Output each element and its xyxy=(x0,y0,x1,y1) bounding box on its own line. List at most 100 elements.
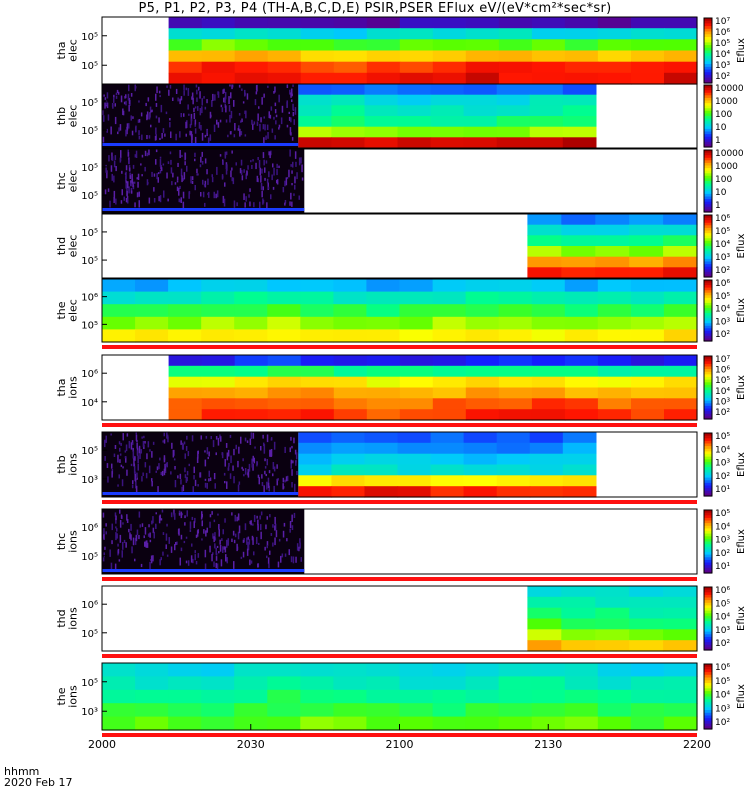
flag-bar xyxy=(102,577,697,581)
spectrogram-cell xyxy=(629,629,664,641)
noise-speck xyxy=(295,556,297,563)
colorbar-segment xyxy=(704,715,712,719)
noise-speck xyxy=(131,546,133,554)
noise-speck xyxy=(111,156,114,161)
noise-speck xyxy=(106,170,108,179)
noise-speck xyxy=(251,165,253,169)
colorbar-segment xyxy=(704,258,712,263)
noise-speck xyxy=(248,463,251,472)
noise-speck xyxy=(247,469,249,476)
spectrogram-cell xyxy=(465,716,500,731)
noise-speck xyxy=(216,545,219,548)
noise-speck xyxy=(186,470,189,476)
spectrogram-cell xyxy=(595,596,630,609)
noise-speck xyxy=(266,178,269,184)
noise-speck xyxy=(290,192,292,200)
noise-speck xyxy=(113,94,115,98)
noise-speck xyxy=(222,529,224,535)
colorbar-segment xyxy=(704,565,712,569)
noise-speck xyxy=(229,473,232,479)
noise-speck xyxy=(135,434,138,441)
spectrogram-cell xyxy=(267,39,302,52)
noise-speck xyxy=(201,132,204,141)
spectrogram-cell xyxy=(298,94,333,106)
spectrogram-cell xyxy=(366,279,401,293)
spectrogram-cell xyxy=(597,50,632,63)
noise-speck xyxy=(208,451,210,457)
flag-bar xyxy=(102,733,697,737)
spectrogram-cell xyxy=(201,304,235,318)
colorbar-frame xyxy=(703,355,713,420)
noise-speck xyxy=(183,90,185,96)
colorbar-segment xyxy=(704,92,712,96)
colorbar-tick-label: 100 xyxy=(715,175,732,185)
noise-speck xyxy=(237,460,239,468)
spectrogram-cell xyxy=(597,689,632,704)
colorbar-segment xyxy=(704,533,712,537)
colorbar-segment xyxy=(704,411,712,415)
y-label-line1: thc xyxy=(55,533,68,550)
noise-speck xyxy=(184,515,186,519)
colorbar-segment xyxy=(704,155,712,159)
spectrogram-cell xyxy=(663,304,698,318)
noise-speck xyxy=(284,200,287,204)
spectrogram-cell xyxy=(465,689,500,704)
noise-speck xyxy=(145,472,148,479)
spectrogram-cell xyxy=(629,596,664,609)
noise-speck xyxy=(272,186,275,190)
spectrogram-cell xyxy=(531,355,566,367)
spectrogram-cell xyxy=(366,17,401,29)
noise-speck xyxy=(159,559,161,566)
noise-speck xyxy=(278,127,280,130)
spectrogram-cell xyxy=(331,126,366,138)
colorbar-segment xyxy=(704,356,712,360)
noise-speck xyxy=(128,104,130,112)
noise-speck xyxy=(221,174,224,180)
spectrogram-cell xyxy=(465,304,500,318)
noise-speck xyxy=(103,115,105,122)
noise-speck xyxy=(121,170,123,174)
noise-speck xyxy=(194,550,196,554)
spectrogram-cell xyxy=(561,214,596,226)
noise-speck xyxy=(106,128,108,133)
noise-speck xyxy=(201,161,204,165)
colorbar-segment xyxy=(704,677,712,681)
noise-speck xyxy=(192,558,194,564)
noise-speck xyxy=(158,515,161,524)
spectrogram-cell xyxy=(463,486,498,498)
noise-speck xyxy=(235,162,237,166)
noise-speck xyxy=(127,198,129,204)
noise-speck xyxy=(118,474,120,479)
spectrogram-cell xyxy=(201,365,236,378)
noise-speck xyxy=(256,461,258,467)
noise-speck xyxy=(257,113,259,121)
spectrogram-cell xyxy=(465,365,500,378)
spectrogram-cell xyxy=(531,398,566,410)
noise-speck xyxy=(204,478,207,481)
noise-speck xyxy=(128,97,131,104)
noise-speck xyxy=(104,456,106,461)
colorbar-segment xyxy=(704,292,712,296)
noise-speck xyxy=(278,538,281,542)
spectrogram-cell xyxy=(333,387,368,399)
spectrogram-cell xyxy=(432,365,467,378)
spectrogram-cell xyxy=(168,365,203,378)
noise-speck xyxy=(192,486,194,494)
noise-speck xyxy=(186,120,188,128)
y-label-line2: elec xyxy=(66,235,79,258)
noise-speck xyxy=(289,201,291,206)
spectrogram-cell xyxy=(629,267,664,279)
noise-speck xyxy=(134,202,136,208)
noise-speck xyxy=(166,432,168,439)
spectrogram-cell xyxy=(399,329,434,343)
colorbar-label: Eflux xyxy=(736,375,747,400)
noise-speck xyxy=(243,193,245,200)
noise-speck xyxy=(104,439,106,448)
noise-speck xyxy=(136,442,138,449)
spectrogram-cell xyxy=(564,387,599,399)
noise-speck xyxy=(146,114,148,121)
noise-speck xyxy=(272,163,274,168)
noise-speck xyxy=(125,183,128,189)
colorbar-segment xyxy=(704,400,712,404)
